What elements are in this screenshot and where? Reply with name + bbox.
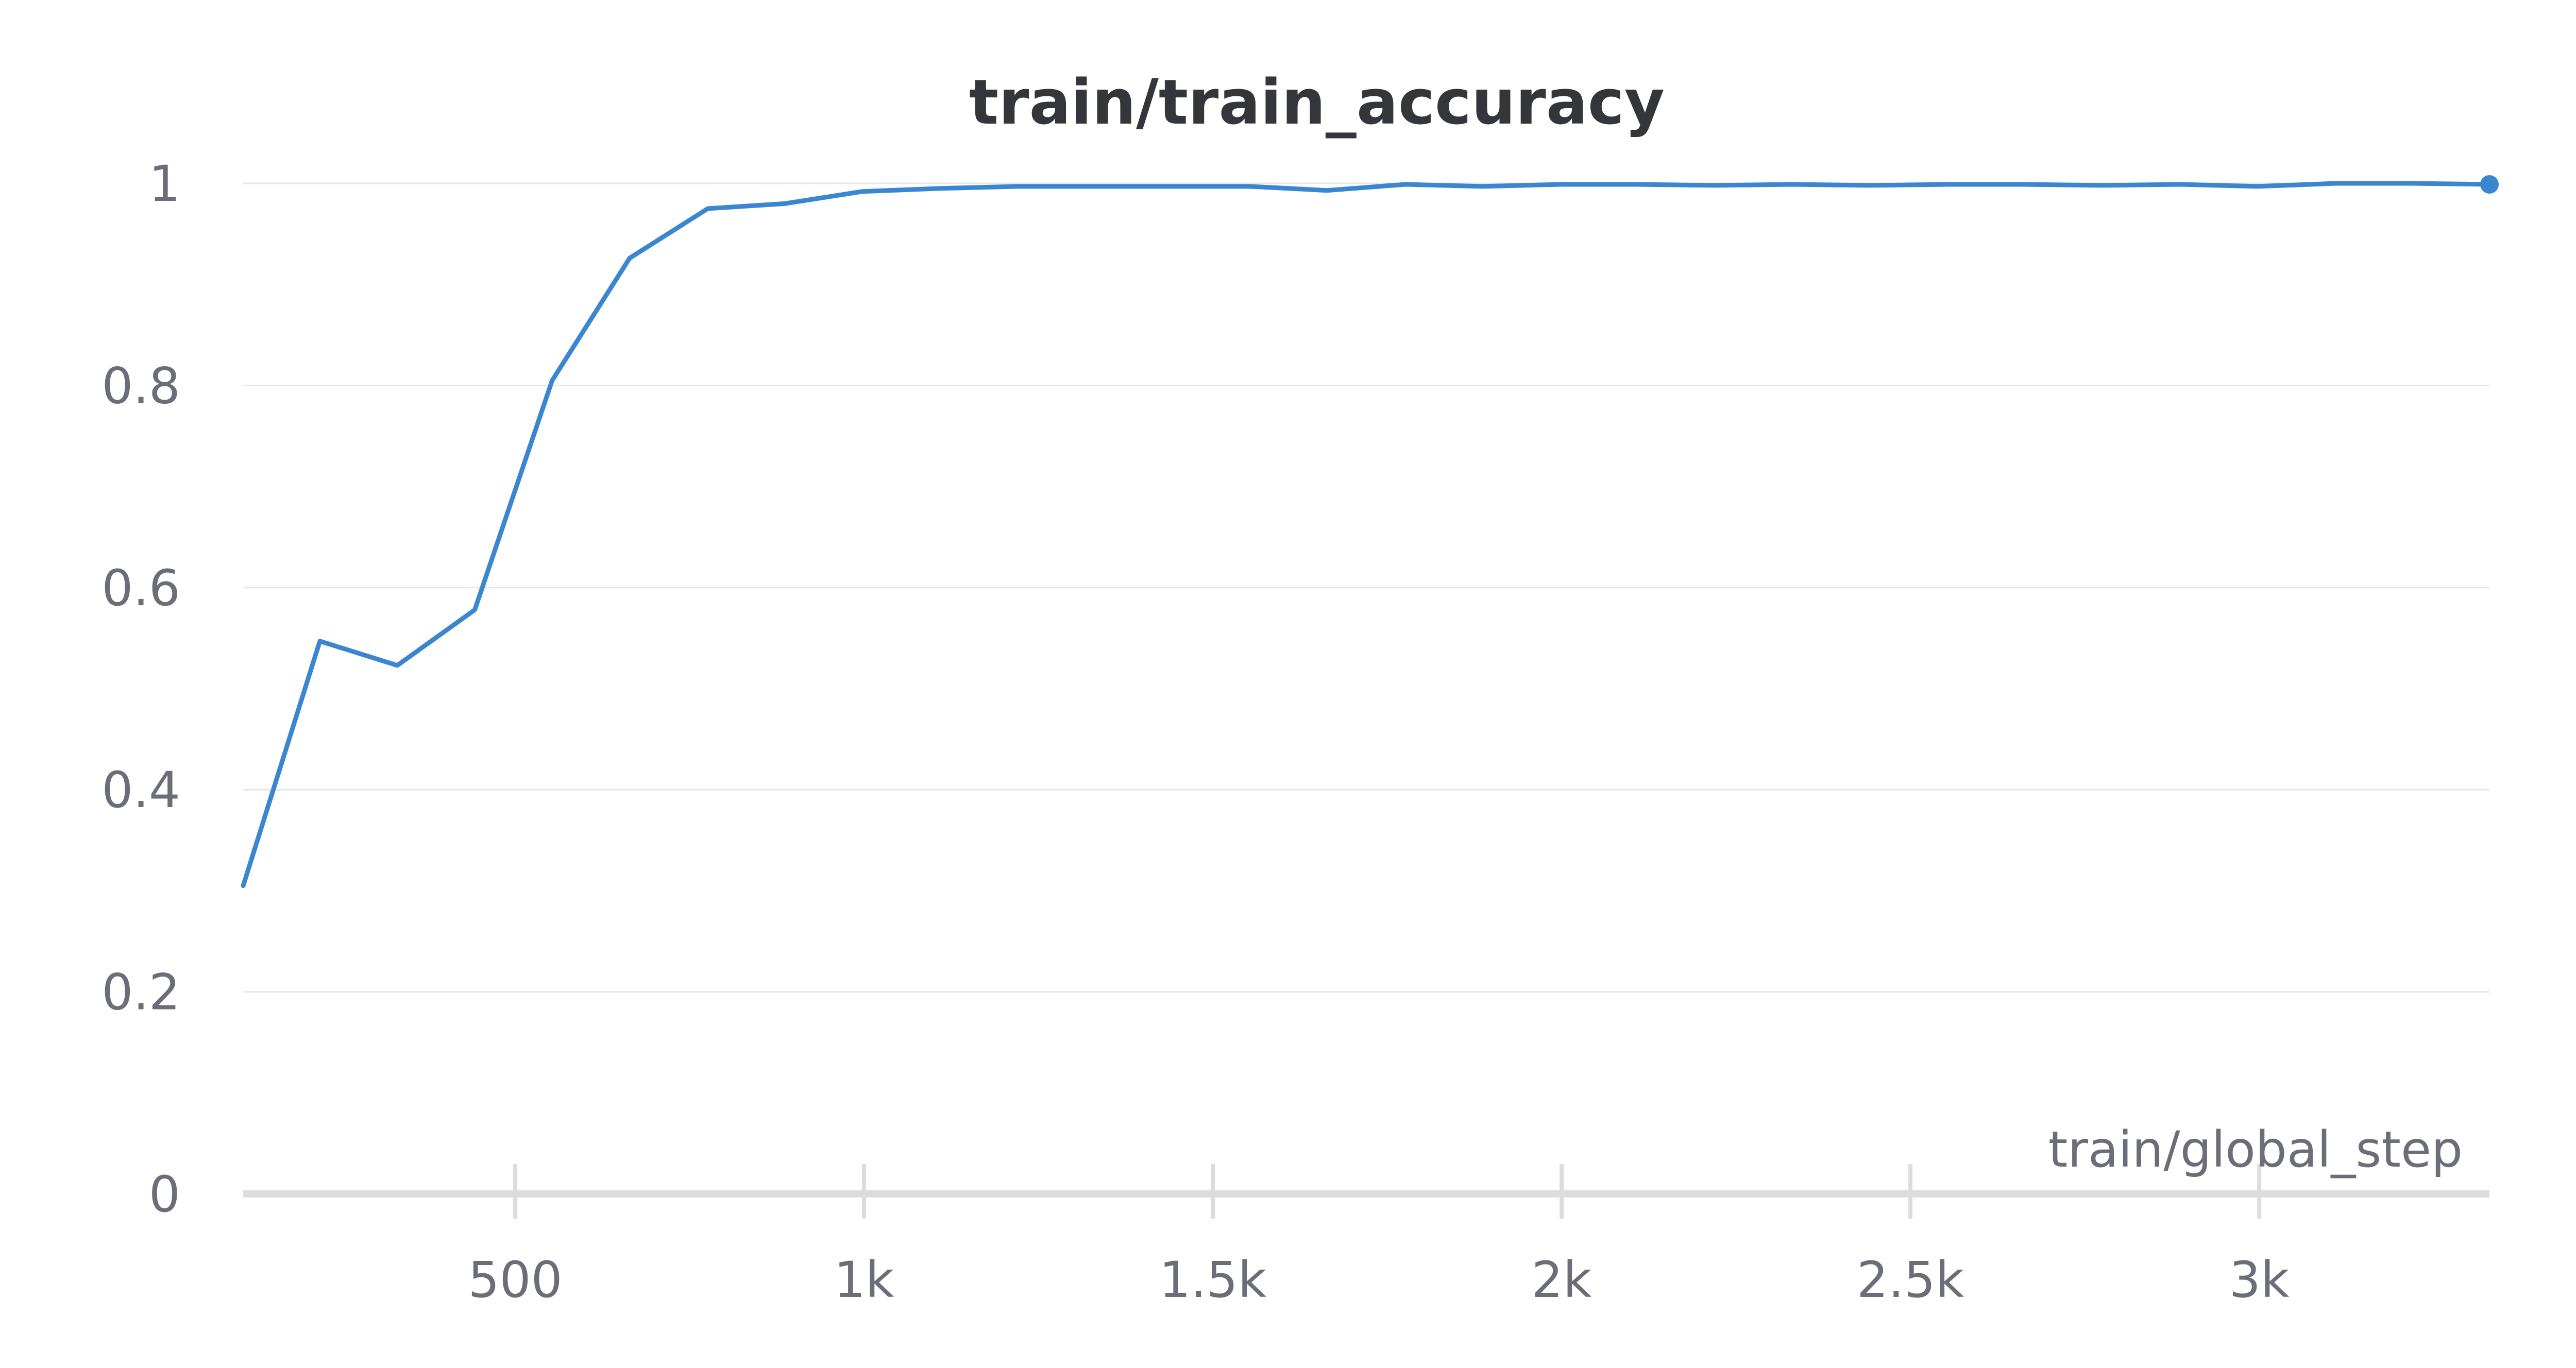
x-axis-label: train/global_step — [2048, 1121, 2463, 1178]
y-tick-label: 0 — [149, 1166, 180, 1223]
chart-title: train/train_accuracy — [969, 67, 1665, 139]
series-layer — [241, 175, 2499, 888]
y-tick-label: 0.8 — [101, 357, 180, 415]
x-tick-label: 500 — [468, 1251, 562, 1309]
x-tick-label: 1k — [834, 1251, 894, 1309]
x-axis-ticks: 500 1k 1.5k 2k 2.5k 3k — [468, 1164, 2290, 1309]
x-tick-label: 3k — [2229, 1251, 2290, 1309]
y-axis: 0 0.2 0.4 0.6 0.8 1 — [101, 155, 180, 1223]
y-tick-label: 1 — [149, 155, 180, 213]
series-end-point — [2480, 175, 2499, 194]
y-tick-label: 0.4 — [101, 761, 180, 819]
y-tick-label: 0.2 — [101, 964, 180, 1021]
y-tick-label: 0.6 — [101, 559, 180, 617]
grid — [243, 182, 2489, 993]
x-tick-label: 2.5k — [1857, 1251, 1964, 1309]
x-tick-label: 2k — [1532, 1251, 1592, 1309]
x-tick-label: 1.5k — [1159, 1251, 1267, 1309]
series-line — [241, 181, 2492, 888]
